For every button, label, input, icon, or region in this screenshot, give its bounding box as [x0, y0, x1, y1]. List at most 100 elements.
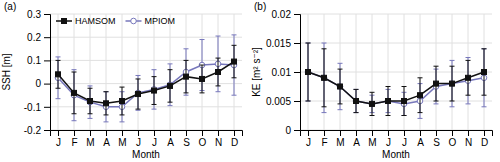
- marker: [306, 70, 311, 75]
- tick-mark: [186, 130, 187, 136]
- tick-mark: [218, 130, 219, 136]
- tick-mark: [44, 14, 50, 15]
- tick-label: N: [465, 137, 472, 148]
- tick: 0.1: [27, 55, 50, 66]
- tick-label: M: [86, 137, 94, 148]
- tick: M: [368, 130, 376, 148]
- marker: [321, 75, 327, 81]
- panel: JFMAMJJASOND-0.2-0.100.10.20.3HAMSOMMPIO…: [1, 1, 243, 160]
- tick: 0.3: [27, 9, 50, 20]
- marker: [386, 99, 391, 104]
- marker: [120, 99, 125, 104]
- grid-line: [50, 106, 242, 107]
- tick-label: 0.02: [272, 9, 292, 20]
- grid-line: [50, 14, 242, 15]
- tick-label: 0.3: [27, 9, 41, 20]
- error-bar: [216, 36, 221, 92]
- error-bar: [200, 65, 205, 93]
- tick-label: D: [481, 137, 488, 148]
- line: [308, 72, 484, 104]
- grid: [300, 14, 492, 130]
- tick-mark: [294, 14, 300, 15]
- legend-label: HAMSOM: [75, 16, 116, 26]
- marker: [385, 98, 391, 104]
- tick-mark: [420, 130, 421, 136]
- tick-label: J: [386, 137, 391, 148]
- error-bar: [466, 60, 471, 95]
- axis-line: [301, 131, 493, 137]
- tick-label: J: [152, 137, 157, 148]
- tick-label: D: [231, 137, 238, 148]
- tick: J: [402, 130, 407, 148]
- error-bar: [386, 87, 391, 116]
- legend: HAMSOM MPIOM: [56, 16, 175, 26]
- line: [58, 64, 234, 107]
- error-bar: [466, 58, 471, 104]
- grid-line: [300, 43, 492, 44]
- tick: 0.2: [27, 32, 50, 43]
- tick-label: O: [449, 137, 457, 148]
- tick-mark: [404, 130, 405, 136]
- marker: [152, 88, 157, 93]
- error-bar: [216, 58, 221, 86]
- error-bar: [232, 35, 237, 95]
- error-bar: [168, 64, 173, 106]
- tick: A: [417, 130, 424, 148]
- error-bar: [184, 49, 189, 95]
- title: (b): [254, 1, 266, 12]
- error-bar: [482, 49, 487, 95]
- marker: [200, 76, 205, 81]
- tick-mark: [484, 130, 485, 136]
- tick-mark: [356, 130, 357, 136]
- marker: [72, 90, 77, 95]
- tick-label: M: [368, 137, 376, 148]
- y-axis: -0.2-0.100.10.20.3: [24, 9, 51, 136]
- x-axis: JFMAMJJASOND: [51, 130, 243, 148]
- marker: [305, 69, 311, 75]
- legend-label: MPIOM: [145, 16, 176, 26]
- tick-label: A: [167, 137, 174, 148]
- marker: [104, 101, 109, 106]
- plot-area: [55, 35, 237, 122]
- tick: 0: [285, 125, 300, 136]
- tick-mark: [74, 130, 75, 136]
- marker: [369, 101, 375, 107]
- tick: S: [183, 130, 190, 148]
- tick-mark: [452, 130, 453, 136]
- tick: O: [449, 130, 457, 148]
- tick-mark: [372, 130, 373, 136]
- tick-label: F: [71, 137, 77, 148]
- error-bar: [72, 70, 77, 121]
- grid-line: [50, 37, 242, 38]
- tick-mark: [44, 107, 50, 108]
- tick-label: J: [56, 137, 61, 148]
- marker: [466, 75, 471, 80]
- marker: [450, 81, 455, 86]
- error-bar: [322, 49, 327, 107]
- legend-marker: [62, 19, 67, 24]
- error-bar: [370, 92, 375, 115]
- panel: JFMAMJJASOND00.0050.010.0150.02(b)MonthK…: [251, 1, 493, 160]
- tick: A: [167, 130, 174, 148]
- error-bar: [354, 89, 359, 112]
- error-bar: [232, 45, 237, 77]
- line: [308, 72, 484, 104]
- error-bar: [482, 49, 487, 107]
- tick-label: -0.2: [24, 125, 42, 136]
- marker: [56, 72, 61, 77]
- axis-line: [51, 131, 243, 137]
- x-axis-title: Month: [382, 149, 410, 160]
- y-axis-title: SSH [m]: [1, 53, 12, 90]
- marker: [184, 74, 189, 79]
- tick-label: 0.01: [272, 67, 292, 78]
- error-bar: [72, 72, 77, 114]
- grid-line: [50, 60, 242, 61]
- marker: [216, 70, 221, 75]
- error-bar: [338, 63, 343, 109]
- marker: [337, 84, 343, 90]
- tick-mark: [294, 130, 300, 131]
- tick: F: [321, 130, 327, 148]
- error-bar: [450, 66, 455, 101]
- tick: 0.01: [272, 67, 300, 78]
- tick: F: [71, 130, 77, 148]
